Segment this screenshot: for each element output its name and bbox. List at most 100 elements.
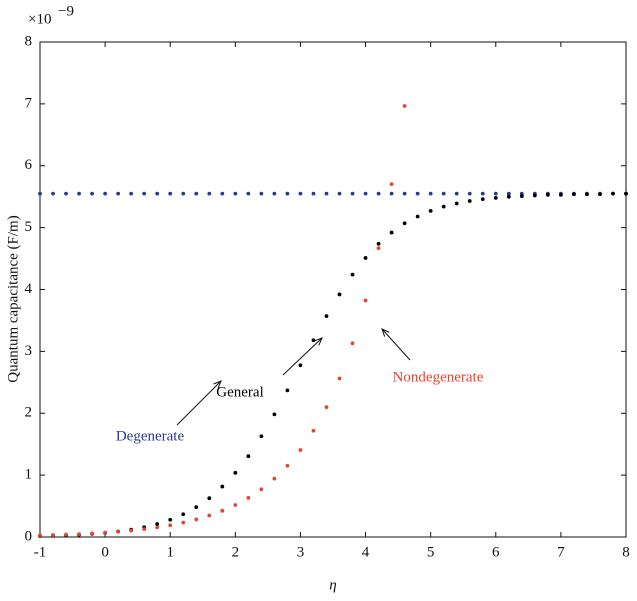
data-point xyxy=(142,527,147,532)
data-point xyxy=(337,376,342,381)
data-point xyxy=(38,533,42,538)
annotation: Degenerate xyxy=(116,428,185,444)
annotation-arrow xyxy=(176,380,222,426)
data-point xyxy=(389,182,394,187)
data-point xyxy=(324,191,329,196)
data-point xyxy=(116,529,121,534)
x-tick-label: 6 xyxy=(492,544,500,560)
data-point xyxy=(350,191,355,196)
data-point xyxy=(233,191,238,196)
data-point xyxy=(272,191,277,196)
data-point xyxy=(181,512,186,517)
x-axis-label: η xyxy=(329,577,336,593)
data-point xyxy=(298,363,303,368)
data-point xyxy=(298,191,303,196)
data-point xyxy=(194,517,199,522)
x-tick-label: 2 xyxy=(232,544,240,560)
data-point xyxy=(363,191,368,196)
y-offset-exponent: −9 xyxy=(58,3,74,19)
data-point xyxy=(220,484,225,489)
x-tick-label: 4 xyxy=(362,544,370,560)
data-point xyxy=(363,256,368,260)
data-point xyxy=(402,221,407,226)
data-point xyxy=(519,194,524,198)
arrow-head xyxy=(213,380,222,389)
data-point xyxy=(233,503,238,507)
y-tick-label: 6 xyxy=(25,157,33,173)
annotation: Nondegenerate xyxy=(393,369,484,385)
data-point xyxy=(168,517,173,522)
data-point xyxy=(324,314,329,319)
data-point xyxy=(220,508,225,513)
data-point xyxy=(428,209,433,213)
data-point xyxy=(142,191,147,196)
annotation-arrow xyxy=(381,328,411,361)
data-point xyxy=(311,338,316,343)
data-point xyxy=(454,191,459,196)
data-point xyxy=(64,191,68,196)
arrow-head xyxy=(314,337,323,346)
data-point xyxy=(272,412,277,417)
data-point xyxy=(311,428,316,433)
data-point xyxy=(285,463,290,468)
y-tick-label: 0 xyxy=(25,528,33,544)
data-point xyxy=(337,191,342,196)
data-point xyxy=(285,191,290,196)
data-point xyxy=(324,405,329,410)
data-point xyxy=(285,388,290,393)
data-point xyxy=(467,199,472,203)
data-point xyxy=(220,191,225,196)
data-point xyxy=(129,191,134,196)
data-point xyxy=(454,201,459,206)
data-point xyxy=(103,191,108,196)
data-point xyxy=(77,532,81,536)
data-point xyxy=(90,531,94,536)
data-point xyxy=(246,191,251,196)
data-point xyxy=(259,434,264,439)
data-point xyxy=(402,104,407,108)
y-axis-label: Quantum capacitance (F/m) xyxy=(5,215,21,382)
data-point xyxy=(585,192,589,197)
y-tick-label: 3 xyxy=(25,343,33,359)
data-point xyxy=(389,191,394,196)
data-point xyxy=(51,191,55,196)
data-point xyxy=(389,230,394,235)
data-point xyxy=(350,341,355,346)
data-point xyxy=(415,191,420,196)
data-point xyxy=(233,470,238,475)
data-point xyxy=(337,292,342,297)
data-point xyxy=(558,192,563,197)
data-point xyxy=(259,191,264,196)
data-point xyxy=(402,191,407,196)
data-point xyxy=(545,192,550,197)
x-tick-label: 1 xyxy=(166,544,174,560)
data-point xyxy=(272,476,277,481)
y-tick-label: 1 xyxy=(25,467,33,483)
y-offset-base: ×10 xyxy=(28,11,51,27)
y-tick-label: 5 xyxy=(25,219,33,235)
data-point xyxy=(90,191,94,196)
data-point xyxy=(77,191,81,196)
data-point xyxy=(493,196,498,200)
plot-frame xyxy=(39,41,627,538)
data-point xyxy=(298,448,303,452)
annotation-arrow xyxy=(282,337,323,376)
x-tick-label: -1 xyxy=(34,544,47,560)
data-point xyxy=(168,523,173,528)
data-point xyxy=(506,194,511,199)
data-point xyxy=(207,496,212,501)
y-tick-label: 2 xyxy=(25,405,33,421)
data-point xyxy=(103,530,108,535)
x-tick-label: 3 xyxy=(297,544,305,560)
data-point xyxy=(155,525,160,530)
y-tick-label: 7 xyxy=(25,95,33,111)
data-point xyxy=(38,191,42,196)
data-point xyxy=(480,197,485,202)
data-point xyxy=(350,272,355,277)
data-point xyxy=(116,191,121,196)
data-point xyxy=(441,204,446,209)
data-point xyxy=(441,191,446,196)
data-point xyxy=(194,191,199,196)
